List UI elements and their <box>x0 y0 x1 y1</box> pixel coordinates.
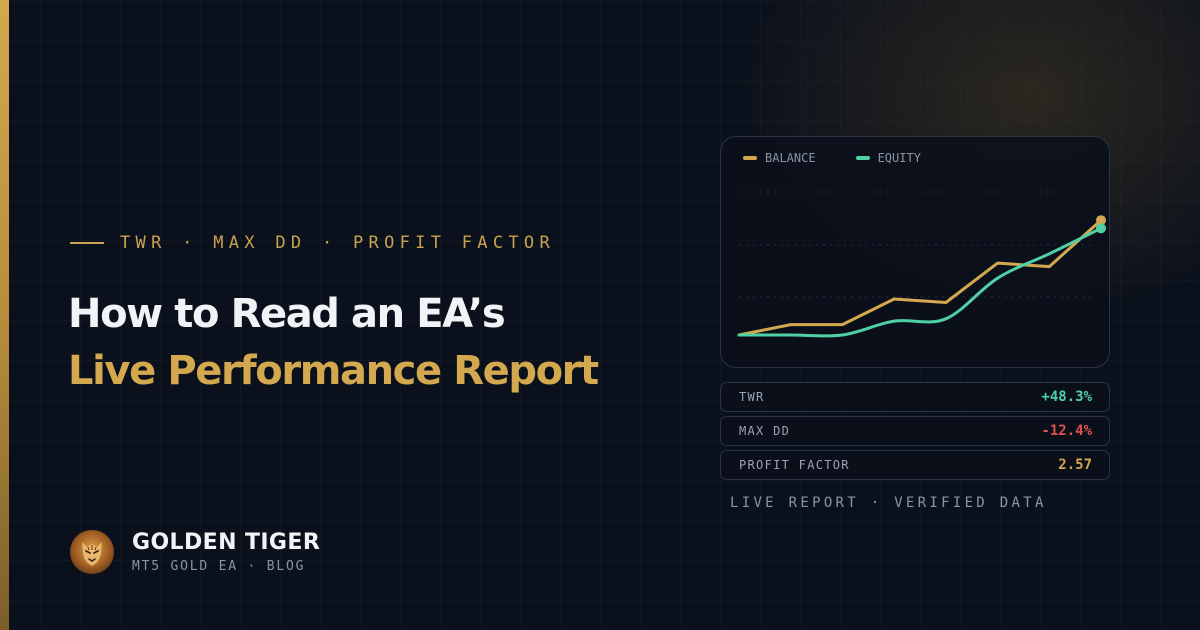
performance-chart-card: BALANCE EQUITY <box>720 136 1110 368</box>
metric-row-twr: TWR +48.3% <box>720 382 1110 412</box>
legend-item-equity: EQUITY <box>855 151 921 165</box>
metric-label-profit-factor: PROFIT FACTOR <box>739 458 850 472</box>
left-accent-bar <box>0 0 9 630</box>
series-endpoint-balance <box>1096 215 1106 226</box>
series-line-equity <box>737 226 1103 338</box>
eyebrow: TWR · MAX DD · PROFIT FACTOR <box>70 232 555 254</box>
series-line-balance <box>737 218 1103 337</box>
brand-subtitle: MT5 GOLD EA · BLOG <box>132 559 306 574</box>
legend-label-balance: BALANCE <box>765 151 816 165</box>
series-endpoint-equity <box>1096 223 1106 234</box>
brand-text: GOLDEN TIGER MT5 GOLD EA · BLOG <box>132 530 320 574</box>
legend-swatch-balance <box>743 156 757 160</box>
metric-value-max-dd: -12.4% <box>1041 423 1092 439</box>
metric-value-profit-factor: 2.57 <box>1058 457 1092 473</box>
metric-label-twr: TWR <box>739 390 765 404</box>
title-line-1: How to Read an EA’s <box>68 291 506 337</box>
legend-label-equity: EQUITY <box>877 151 921 165</box>
brand-name: GOLDEN TIGER <box>132 530 321 555</box>
page-title: How to Read an EA’s Live Performance Rep… <box>68 286 599 400</box>
legend-swatch-equity <box>855 156 870 160</box>
metric-label-max-dd: MAX DD <box>739 424 791 438</box>
metric-value-twr: +48.3% <box>1041 389 1092 405</box>
metric-row-max-dd: MAX DD -12.4% <box>720 416 1110 446</box>
report-caption: LIVE REPORT · VERIFIED DATA <box>730 495 1047 511</box>
eyebrow-text: TWR · MAX DD · PROFIT FACTOR <box>120 233 555 253</box>
eyebrow-rule <box>70 242 104 244</box>
legend-item-balance: BALANCE <box>743 151 816 165</box>
chart-legend: BALANCE EQUITY <box>743 151 961 165</box>
tiger-head-logo-icon <box>70 530 114 574</box>
brand-block: GOLDEN TIGER MT5 GOLD EA · BLOG <box>70 530 320 574</box>
equity-balance-line-chart <box>737 191 1106 338</box>
title-line-2: Live Performance Report <box>68 348 599 394</box>
metric-row-profit-factor: PROFIT FACTOR 2.57 <box>720 450 1110 480</box>
